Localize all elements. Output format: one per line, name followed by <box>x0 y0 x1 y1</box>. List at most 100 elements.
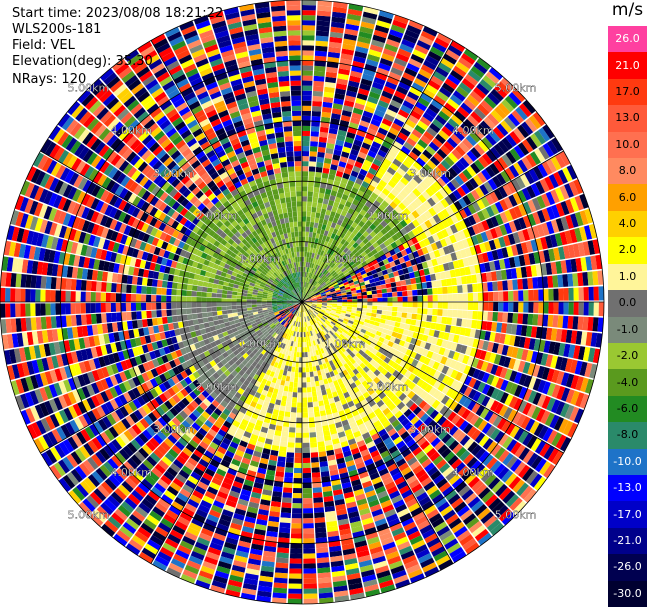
radar-gate <box>336 208 343 215</box>
radar-gate <box>302 166 309 172</box>
radar-gate <box>465 134 477 147</box>
radar-gate <box>287 366 292 372</box>
radar-gate <box>345 163 354 171</box>
radar-gate <box>303 276 305 282</box>
radar-gate <box>347 158 356 166</box>
radar-gate <box>315 171 322 178</box>
radar-gate <box>389 162 399 172</box>
radar-gate <box>358 266 365 272</box>
radar-gate <box>319 126 329 133</box>
radar-gate <box>405 195 414 204</box>
radar-gate <box>307 246 311 253</box>
radar-gate <box>318 260 323 267</box>
radar-gate <box>442 309 448 317</box>
radar-gate <box>354 134 365 142</box>
radar-gate <box>286 457 294 463</box>
radar-gate <box>528 289 534 301</box>
radar-gate <box>314 264 319 270</box>
radar-gate <box>311 116 321 122</box>
radar-gate <box>432 308 438 316</box>
radar-gate <box>387 179 397 189</box>
radar-gate <box>340 53 354 61</box>
radar-gate <box>485 165 496 178</box>
radar-gate <box>394 90 407 100</box>
radar-gate <box>324 252 330 259</box>
radar-gate <box>387 149 398 158</box>
radar-gate <box>458 172 469 183</box>
radar-gate <box>422 308 428 315</box>
radar-gate <box>334 253 340 259</box>
radar-gate <box>482 75 497 88</box>
radar-gate <box>307 262 311 268</box>
radar-gate <box>308 236 312 243</box>
radar-gate <box>359 234 366 242</box>
radar-gate <box>343 167 352 175</box>
radar-gate <box>436 201 446 211</box>
radar-gate <box>315 276 320 282</box>
radar-gate <box>403 141 414 151</box>
radar-gate <box>371 141 382 150</box>
radar-gate <box>318 374 323 381</box>
radar-gate <box>306 216 311 222</box>
radar-gate <box>310 216 315 223</box>
radar-gate <box>323 240 329 247</box>
radar-gate <box>320 177 328 184</box>
radar-gate <box>442 53 457 65</box>
radar-gate <box>588 286 594 301</box>
radar-gate <box>470 162 481 174</box>
radar-gate <box>303 593 318 599</box>
radar-gate <box>302 342 305 348</box>
radar-gate <box>381 175 391 184</box>
radar-gate <box>583 302 589 316</box>
radar-gate <box>304 282 307 288</box>
radar-gate <box>407 91 420 101</box>
radar-gate <box>379 242 387 250</box>
radar-gate <box>371 309 378 314</box>
radar-gate <box>303 281 306 288</box>
radar-gate <box>425 145 436 156</box>
radar-gate <box>359 26 374 35</box>
radar-gate <box>392 140 403 150</box>
radar-gate <box>423 200 432 210</box>
radar-gate <box>361 216 369 224</box>
radar-gate <box>294 452 302 459</box>
radar-gate <box>387 33 402 44</box>
radar-gate <box>302 10 316 16</box>
radar-gate <box>363 159 373 168</box>
radar-gate <box>305 282 309 288</box>
radar-gate <box>413 77 427 88</box>
radar-gate <box>323 277 329 282</box>
radar-gate <box>322 262 327 269</box>
radar-gate <box>547 314 554 327</box>
radar-gate <box>422 302 428 308</box>
radar-gate <box>302 251 305 257</box>
radar-gate <box>525 153 537 168</box>
radar-gate <box>402 159 413 169</box>
radar-gate <box>551 137 563 153</box>
radar-gate <box>303 568 317 574</box>
radar-gate <box>302 151 310 157</box>
radar-gate <box>399 228 408 236</box>
radar-gate <box>352 60 365 69</box>
radar-gate <box>361 73 374 82</box>
radar-gate <box>293 387 298 393</box>
radar-gate <box>281 375 287 381</box>
radar-gate <box>384 196 393 205</box>
radar-gate <box>311 472 321 478</box>
radar-gate <box>319 410 327 417</box>
radar-gate <box>420 213 429 222</box>
radar-gate <box>302 25 316 31</box>
radar-gate <box>316 243 321 250</box>
radar-gate <box>367 305 373 309</box>
radar-gate <box>474 143 486 156</box>
radar-gate <box>467 302 474 311</box>
radar-gate <box>320 229 325 235</box>
radar-gate <box>363 68 376 77</box>
radar-gate <box>359 146 369 155</box>
radar-gate <box>361 142 371 150</box>
radar-gate <box>362 110 374 119</box>
radar-gate <box>275 567 289 574</box>
radar-gate <box>353 55 366 64</box>
radar-gate <box>377 293 383 298</box>
radar-gate <box>370 204 378 212</box>
